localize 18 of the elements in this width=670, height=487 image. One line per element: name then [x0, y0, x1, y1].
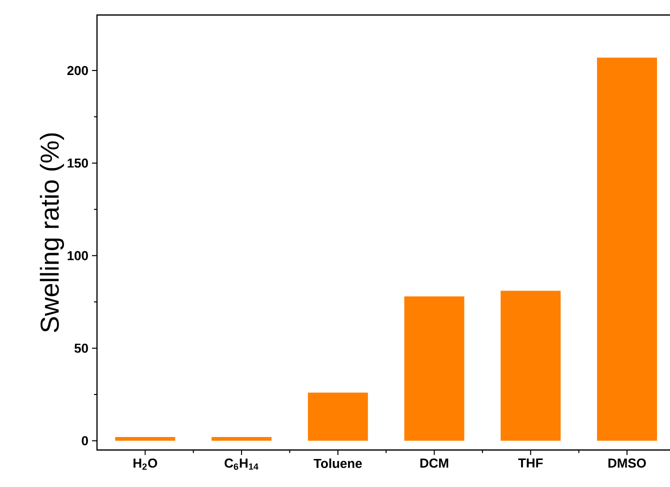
bar [212, 437, 272, 441]
x-tick-label: Toluene [314, 458, 362, 468]
x-tick-label: THF [518, 458, 543, 468]
bar [500, 290, 561, 441]
x-tick-label: DMSO [608, 458, 646, 468]
x-tick-label: DCM [420, 458, 448, 468]
x-tick-label: C$_{6}$H$_{14}$ [224, 458, 258, 470]
y-tick-label: 0 [82, 436, 88, 446]
bar [597, 58, 658, 441]
y-tick-label: 150 [68, 158, 88, 168]
x-tick-label: H$_{2}$O [134, 458, 158, 470]
y-tick-label: 200 [67, 66, 88, 76]
y-tick-label: 50 [74, 344, 88, 353]
bar [308, 392, 368, 441]
bar [115, 437, 176, 441]
y-axis-title: Swelling ratio (%) [40, 133, 64, 332]
bar [404, 296, 464, 441]
y-tick-label: 100 [68, 251, 88, 260]
